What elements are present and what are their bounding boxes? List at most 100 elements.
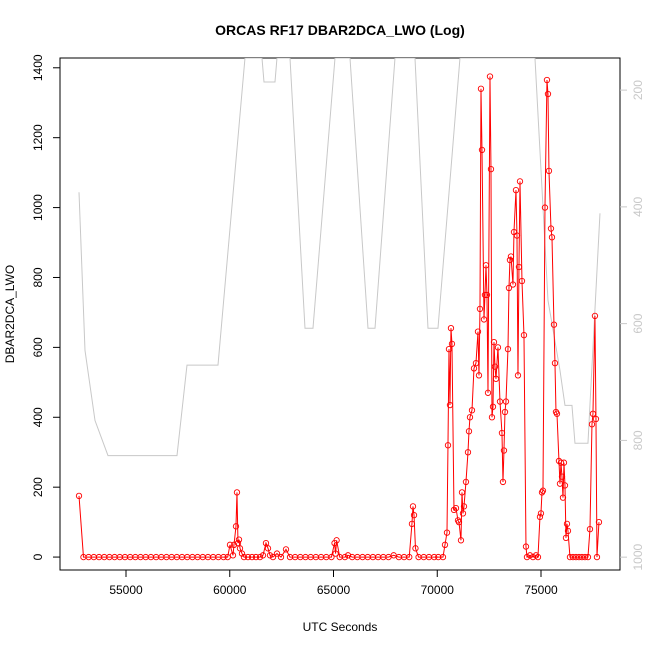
data-point	[502, 398, 510, 405]
data-point	[480, 316, 488, 323]
data-point	[506, 256, 514, 264]
data-point	[475, 372, 483, 379]
data-point	[229, 552, 237, 559]
data-point	[534, 553, 542, 561]
data-point	[499, 478, 507, 486]
y-tick-label: 400	[31, 407, 45, 427]
x-tick-label: 65000	[317, 583, 351, 597]
data-point	[505, 284, 513, 292]
data-point	[238, 550, 246, 557]
data-point	[232, 523, 240, 530]
x-tick-label: 70000	[421, 583, 455, 597]
y-tick-label: 1000	[31, 194, 45, 221]
data-point	[410, 511, 418, 519]
data-point	[462, 478, 470, 486]
data-point	[445, 345, 453, 353]
data-point	[264, 545, 272, 552]
data-point	[477, 85, 485, 92]
data-point	[522, 543, 530, 550]
data-point	[515, 263, 523, 271]
data-point	[460, 503, 468, 510]
data-point	[448, 340, 456, 348]
data-point	[277, 553, 285, 561]
data-line	[78, 58, 601, 457]
data-point	[489, 403, 497, 410]
data-point	[586, 525, 594, 533]
y2-tick-label: 600	[631, 313, 645, 333]
data-point	[483, 291, 491, 299]
data-point	[408, 520, 416, 528]
data-point	[252, 553, 260, 561]
data-point	[523, 553, 531, 561]
data-point	[588, 421, 596, 428]
data-point	[266, 552, 274, 559]
data-point	[501, 408, 509, 416]
data-point	[557, 459, 565, 466]
data-point	[282, 546, 290, 553]
data-point	[553, 410, 561, 417]
data-point	[256, 553, 264, 561]
data-point	[220, 553, 227, 561]
data-point	[472, 359, 480, 367]
data-point	[494, 344, 502, 351]
data-point	[509, 281, 517, 288]
data-point	[562, 534, 570, 541]
data-point	[507, 253, 515, 260]
data-point	[572, 553, 580, 561]
data-point	[487, 165, 495, 173]
data-point	[512, 186, 520, 194]
data-point	[443, 529, 451, 536]
data-point	[539, 487, 547, 494]
data-point	[591, 312, 599, 320]
y2-tick-label: 1000	[631, 543, 645, 570]
data-point	[262, 539, 270, 547]
data-point	[563, 520, 571, 528]
data-point	[566, 553, 574, 561]
data-point	[444, 442, 452, 449]
data-point	[468, 407, 476, 414]
data-point	[504, 345, 512, 353]
data-point	[496, 398, 504, 405]
data-point	[466, 414, 474, 421]
data-point	[248, 553, 256, 561]
data-point	[498, 429, 506, 437]
data-point	[569, 553, 577, 561]
data-point	[226, 541, 234, 548]
data-point	[575, 553, 583, 561]
x-tick-label: 60000	[213, 583, 247, 597]
data-point	[230, 541, 238, 548]
y-tick-label: 800	[31, 267, 45, 287]
data-point	[561, 482, 569, 489]
y2-tick-label: 400	[631, 197, 645, 217]
data-point	[439, 553, 447, 561]
data-point	[500, 447, 508, 454]
data-point	[441, 541, 449, 548]
data-point	[536, 513, 544, 521]
y-tick-label: 600	[31, 337, 45, 357]
data-point	[464, 449, 472, 456]
data-point	[447, 325, 455, 332]
data-point	[406, 553, 413, 561]
x-tick-label: 75000	[524, 583, 558, 597]
y-tick-label: 1200	[31, 124, 45, 151]
data-point	[412, 545, 419, 552]
data-point	[446, 401, 454, 409]
data-point	[240, 553, 248, 561]
data-point	[520, 331, 528, 339]
data-point	[481, 291, 489, 299]
data-point	[332, 550, 339, 557]
y-axis-label: DBAR2DCA_LWO	[3, 265, 17, 363]
data-point	[541, 204, 549, 211]
x-tick-label: 55000	[109, 583, 143, 597]
data-point	[592, 415, 600, 423]
data-point	[488, 414, 496, 421]
data-point	[341, 553, 349, 561]
data-point	[484, 389, 492, 396]
data-point	[516, 178, 524, 185]
data-point	[544, 90, 552, 98]
data-point	[465, 428, 473, 435]
data-point	[233, 489, 241, 496]
data-point	[584, 553, 592, 561]
data-point	[474, 328, 482, 335]
